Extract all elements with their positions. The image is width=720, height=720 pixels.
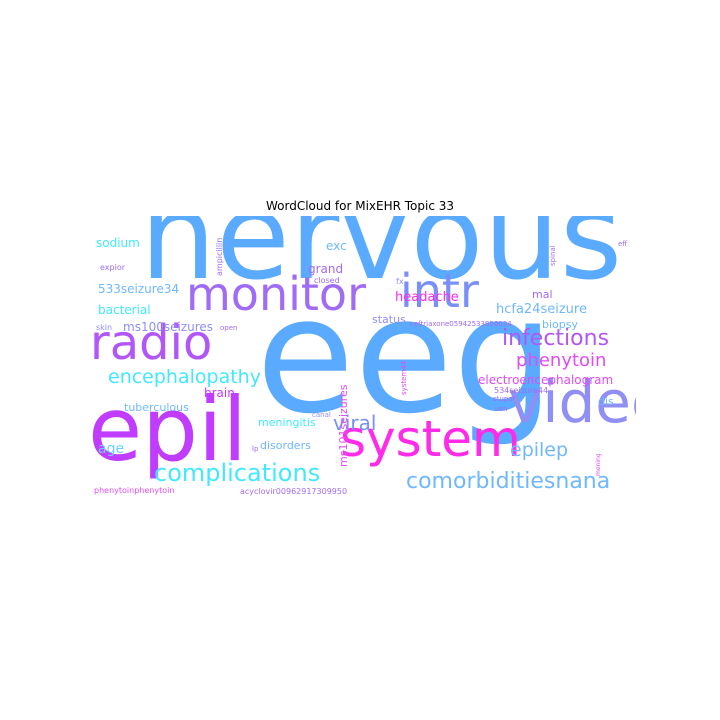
word-spinal: spinal — [549, 245, 557, 266]
word-eeg: eeg — [256, 262, 555, 449]
word-viral: viral — [333, 411, 377, 435]
word-stupor: stupor — [493, 395, 516, 403]
word-usn: usn — [495, 405, 508, 413]
word-skin: skin — [96, 323, 113, 332]
word-status: status — [372, 313, 406, 326]
word-ms101seizures: ms101seizures — [337, 384, 350, 467]
word-disorders: disorders — [260, 439, 311, 452]
word-exc: exc — [326, 239, 347, 253]
word-eff: eff — [618, 240, 628, 248]
word-open: open — [220, 324, 238, 332]
word-monitor: monitor — [186, 267, 366, 321]
word-system44: system44 — [400, 360, 408, 395]
word-headache: headache — [395, 290, 459, 305]
word-electroencephalogram: electroencephalogram — [478, 373, 614, 387]
word-bacterial: bacterial — [98, 303, 151, 317]
word-age: age — [98, 441, 125, 457]
word-expior: expior — [100, 263, 125, 272]
word-system: system — [340, 410, 521, 468]
chart-title: WordCloud for MixEHR Topic 33 — [265, 199, 455, 213]
word-ampicillin: ampicillin — [215, 237, 224, 276]
word-canal: canal — [312, 411, 331, 419]
word-video: video — [508, 368, 636, 436]
word-nervous: nervous — [140, 216, 623, 307]
word-infections: infections — [502, 326, 610, 351]
word-ms100seizures: ms100seizures — [123, 320, 214, 334]
word-hcfa24seizure: hcfa24seizure — [496, 302, 587, 317]
word-acyclovir00962917309950: acyclovir00962917309950 — [240, 487, 348, 496]
word-ceftriaxone05942533850034: ceftriaxone05942533850034 — [410, 320, 512, 328]
word-lp: lp — [252, 445, 259, 453]
word-tuberculous: tuberculous — [124, 401, 189, 414]
word-brain: brain — [204, 386, 235, 400]
word-complications: complications — [154, 459, 321, 487]
word-closed: closed — [314, 276, 340, 285]
word-phenytoin: phenytoin — [516, 350, 607, 371]
word-comorbiditiesnana: comorbiditiesnana — [406, 469, 611, 494]
word-meningitis: meningitis — [258, 416, 316, 429]
word-533seizure34: 533seizure34 — [98, 282, 180, 296]
word-sodium: sodium — [96, 236, 140, 250]
word-encephalopathy: encephalopathy — [108, 366, 261, 388]
word-phenytoinphenytoin: phenytoinphenytoin — [94, 486, 175, 495]
word-grand: grand — [308, 262, 344, 276]
word-534seizure44: 534seizure44 — [494, 386, 549, 395]
word-mal: mal — [532, 288, 553, 301]
word-epil: epil — [88, 378, 247, 481]
word-dis: dis — [598, 395, 614, 408]
word-mening: mening — [595, 453, 602, 476]
word-biopsy: biopsy — [542, 318, 578, 331]
word-epilep: epilep — [510, 439, 569, 461]
word-radio: radio — [90, 315, 213, 371]
word-fx: fx — [396, 277, 404, 286]
word-intr: intr — [400, 264, 479, 318]
